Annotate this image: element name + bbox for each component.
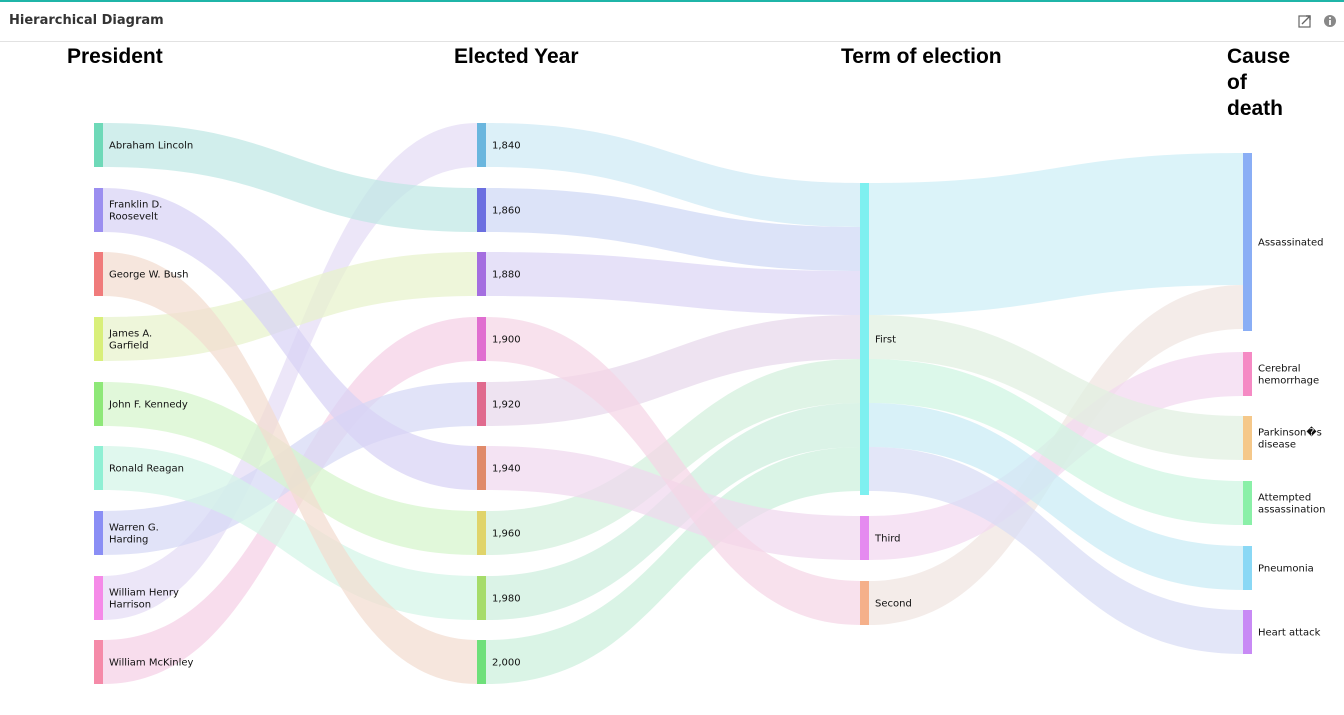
node-label-second: Second (875, 599, 912, 610)
link-bush-to-y2000[interactable] (103, 252, 477, 684)
column-header-elected-year: Elected Year (454, 45, 579, 68)
node-heart[interactable] (1243, 610, 1252, 654)
node-parkinsons[interactable] (1243, 416, 1252, 460)
node-assassinated[interactable] (1243, 153, 1252, 331)
node-y1860[interactable] (477, 188, 486, 232)
link-first-to-parkinsons[interactable] (869, 315, 1243, 460)
node-label-harrison: William Henry Harrison (109, 588, 179, 611)
node-label-first: First (875, 335, 896, 346)
node-label-heart: Heart attack (1258, 628, 1321, 639)
node-y1960[interactable] (477, 511, 486, 555)
link-fdr-to-y1940[interactable] (103, 188, 477, 490)
link-y2000-to-first[interactable] (486, 447, 860, 684)
link-first-to-assassinated[interactable] (869, 153, 1243, 315)
node-label-y1920: 1,920 (492, 400, 521, 411)
panel-header: Hierarchical Diagram (0, 2, 1344, 42)
node-y1900[interactable] (477, 317, 486, 361)
node-jfk[interactable] (94, 382, 103, 426)
node-reagan[interactable] (94, 446, 103, 490)
column-header-term: Term of election (841, 45, 1002, 68)
link-lincoln-to-y1860[interactable] (103, 123, 477, 232)
node-y2000[interactable] (477, 640, 486, 684)
node-y1980[interactable] (477, 576, 486, 620)
node-label-fdr: Franklin D. Roosevelt (109, 200, 162, 223)
node-garfield[interactable] (94, 317, 103, 361)
panel-title: Hierarchical Diagram (9, 13, 164, 28)
node-label-y2000: 2,000 (492, 658, 521, 669)
node-label-mckinley: William McKinley (109, 658, 194, 669)
link-first-to-attempted[interactable] (869, 359, 1243, 525)
node-label-jfk: John F. Kennedy (108, 400, 188, 411)
node-cerebral[interactable] (1243, 352, 1252, 396)
node-label-y1860: 1,860 (492, 206, 521, 217)
link-y1940-to-third[interactable] (486, 446, 860, 560)
node-mckinley[interactable] (94, 640, 103, 684)
link-first-to-heart[interactable] (869, 447, 1243, 654)
node-label-garfield: James A. Garfield (108, 329, 152, 352)
node-pneumonia[interactable] (1243, 546, 1252, 590)
node-y1920[interactable] (477, 382, 486, 426)
node-label-y1900: 1,900 (492, 335, 521, 346)
node-label-assassinated: Assassinated (1258, 238, 1323, 249)
column-header-president: President (67, 45, 163, 68)
node-label-y1960: 1,960 (492, 529, 521, 540)
node-fdr[interactable] (94, 188, 103, 232)
link-y1880-to-first[interactable] (486, 252, 860, 315)
link-mckinley-to-y1900[interactable] (103, 317, 477, 684)
column-header-cause-of-death: Cause of death (1227, 45, 1291, 120)
node-label-y1840: 1,840 (492, 141, 521, 152)
node-label-y1980: 1,980 (492, 594, 521, 605)
node-label-lincoln: Abraham Lincoln (109, 141, 193, 152)
node-harrison[interactable] (94, 576, 103, 620)
link-y1840-to-first[interactable] (486, 123, 860, 227)
node-y1880[interactable] (477, 252, 486, 296)
node-label-y1880: 1,880 (492, 270, 521, 281)
link-y1860-to-first[interactable] (486, 188, 860, 271)
node-harding[interactable] (94, 511, 103, 555)
node-label-parkinsons: Parkinson�s disease (1258, 426, 1322, 451)
node-label-third: Third (874, 534, 901, 545)
node-lincoln[interactable] (94, 123, 103, 167)
node-y1940[interactable] (477, 446, 486, 490)
node-y1840[interactable] (477, 123, 486, 167)
node-label-reagan: Ronald Reagan (109, 464, 184, 475)
node-label-bush: George W. Bush (109, 270, 188, 281)
link-y1900-to-second[interactable] (486, 317, 860, 625)
link-harrison-to-y1840[interactable] (103, 123, 477, 620)
node-label-pneumonia: Pneumonia (1258, 564, 1314, 575)
node-label-y1940: 1,940 (492, 464, 521, 475)
export-icon[interactable] (1297, 13, 1313, 29)
info-icon[interactable] (1322, 13, 1338, 29)
panel-top-border (0, 0, 1344, 2)
node-label-cerebral: Cerebral hemorrhage (1258, 364, 1319, 387)
node-second[interactable] (860, 581, 869, 625)
node-first[interactable] (860, 183, 869, 495)
node-label-harding: Warren G. Harding (109, 523, 159, 546)
link-reagan-to-y1980[interactable] (103, 446, 477, 620)
node-bush[interactable] (94, 252, 103, 296)
node-attempted[interactable] (1243, 481, 1252, 525)
link-first-to-pneumonia[interactable] (869, 403, 1243, 590)
link-y1920-to-first[interactable] (486, 315, 860, 426)
node-third[interactable] (860, 516, 869, 560)
node-label-attempted: Attempted assassination (1258, 493, 1326, 516)
